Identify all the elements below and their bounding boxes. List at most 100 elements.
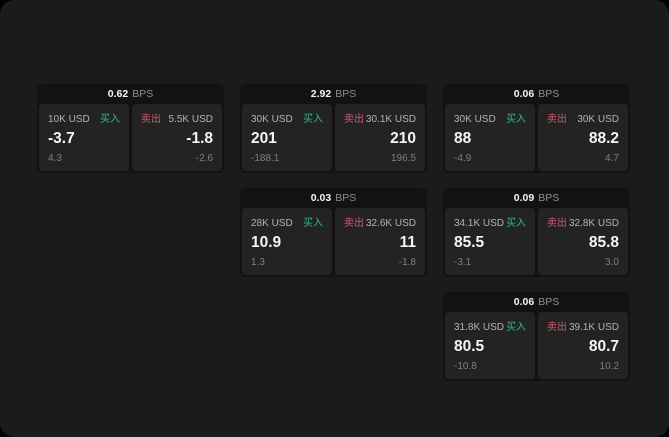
sell-delta: 10.2 bbox=[599, 361, 619, 372]
buy-price: 201 bbox=[251, 130, 277, 148]
buy-amount: 31.8K USD bbox=[454, 322, 505, 333]
sell-panel-top: 卖出 32.8K USD bbox=[547, 214, 619, 229]
quote-panels: 31.8K USD 买入 80.5 -10.8 卖出 39.1K USD 80.… bbox=[445, 312, 628, 379]
quote-panels: 28K USD 买入 10.9 1.3 卖出 32.6K USD 11 -1.8 bbox=[242, 208, 425, 275]
buy-panel[interactable]: 30K USD 买入 88 -4.9 bbox=[445, 104, 535, 171]
buy-panel-top: 28K USD 买入 bbox=[251, 214, 323, 229]
sell-label: 卖出 bbox=[547, 114, 567, 125]
sell-label: 卖出 bbox=[344, 114, 364, 125]
card-header: 0.03 BPS bbox=[242, 188, 425, 208]
sell-label: 卖出 bbox=[547, 218, 567, 229]
quote-card: 0.62 BPS 10K USD 买入 -3.7 4.3 卖出 5.5K USD … bbox=[37, 84, 224, 173]
sell-delta: -1.8 bbox=[398, 257, 416, 268]
sell-amount: 32.8K USD bbox=[568, 218, 619, 229]
buy-amount: 28K USD bbox=[251, 218, 293, 229]
sell-panel[interactable]: 卖出 32.8K USD 85.8 3.0 bbox=[538, 208, 628, 275]
sell-panel-top: 卖出 32.6K USD bbox=[344, 214, 416, 229]
card-header: 0.09 BPS bbox=[445, 188, 628, 208]
buy-delta: -4.9 bbox=[454, 153, 472, 164]
buy-panel-top: 31.8K USD 买入 bbox=[454, 318, 526, 333]
quote-panels: 34.1K USD 买入 85.5 -3.1 卖出 32.8K USD 85.8… bbox=[445, 208, 628, 275]
bps-value: 0.03 bbox=[310, 192, 332, 204]
buy-price: 80.5 bbox=[454, 338, 485, 356]
buy-label: 买入 bbox=[303, 114, 323, 125]
bps-unit: BPS bbox=[538, 192, 560, 204]
sell-amount: 32.6K USD bbox=[365, 218, 416, 229]
sell-panel-top: 卖出 30.1K USD bbox=[344, 110, 416, 125]
bps-value: 0.62 bbox=[107, 88, 129, 100]
bps-unit: BPS bbox=[538, 88, 560, 100]
cards-grid: 0.62 BPS 10K USD 买入 -3.7 4.3 卖出 5.5K USD … bbox=[37, 84, 630, 381]
sell-price: -1.8 bbox=[186, 130, 213, 148]
buy-panel-top: 30K USD 买入 bbox=[251, 110, 323, 125]
sell-panel[interactable]: 卖出 5.5K USD -1.8 -2.6 bbox=[132, 104, 222, 171]
sell-panel[interactable]: 卖出 32.6K USD 11 -1.8 bbox=[335, 208, 425, 275]
sell-delta: 3.0 bbox=[605, 257, 619, 268]
bps-unit: BPS bbox=[538, 296, 560, 308]
buy-panel[interactable]: 10K USD 买入 -3.7 4.3 bbox=[39, 104, 129, 171]
buy-panel[interactable]: 31.8K USD 买入 80.5 -10.8 bbox=[445, 312, 535, 379]
card-header: 2.92 BPS bbox=[242, 84, 425, 104]
buy-delta: -3.1 bbox=[454, 257, 472, 268]
sell-amount: 5.5K USD bbox=[168, 114, 213, 125]
quote-panels: 30K USD 买入 201 -188.1 卖出 30.1K USD 210 1… bbox=[242, 104, 425, 171]
buy-amount: 30K USD bbox=[251, 114, 293, 125]
quote-panels: 10K USD 买入 -3.7 4.3 卖出 5.5K USD -1.8 -2.… bbox=[39, 104, 222, 171]
buy-price: 88 bbox=[454, 130, 472, 148]
sell-price: 80.7 bbox=[588, 338, 619, 356]
quote-card: 0.09 BPS 34.1K USD 买入 85.5 -3.1 卖出 32.8K … bbox=[443, 188, 630, 277]
buy-delta: 4.3 bbox=[48, 153, 62, 164]
sell-price: 85.8 bbox=[588, 234, 619, 252]
sell-label: 卖出 bbox=[141, 114, 161, 125]
buy-delta: -188.1 bbox=[251, 153, 280, 164]
sell-amount: 39.1K USD bbox=[568, 322, 619, 333]
sell-panel[interactable]: 卖出 30K USD 88.2 4.7 bbox=[538, 104, 628, 171]
sell-price: 210 bbox=[390, 130, 416, 148]
sell-amount: 30K USD bbox=[577, 114, 619, 125]
buy-label: 买入 bbox=[100, 114, 120, 125]
buy-delta: -10.8 bbox=[454, 361, 477, 372]
sell-delta: 196.5 bbox=[390, 153, 416, 164]
buy-price: 85.5 bbox=[454, 234, 485, 252]
buy-amount: 34.1K USD bbox=[454, 218, 505, 229]
sell-delta: -2.6 bbox=[195, 153, 213, 164]
sell-panel-top: 卖出 30K USD bbox=[547, 110, 619, 125]
quote-card: 0.06 BPS 30K USD 买入 88 -4.9 卖出 30K USD 88… bbox=[443, 84, 630, 173]
buy-label: 买入 bbox=[506, 114, 526, 125]
bps-value: 0.06 bbox=[513, 296, 535, 308]
buy-panel[interactable]: 30K USD 买入 201 -188.1 bbox=[242, 104, 332, 171]
sell-panel[interactable]: 卖出 39.1K USD 80.7 10.2 bbox=[538, 312, 628, 379]
buy-panel-top: 30K USD 买入 bbox=[454, 110, 526, 125]
bps-value: 0.09 bbox=[513, 192, 535, 204]
sell-label: 卖出 bbox=[547, 322, 567, 333]
bps-value: 0.06 bbox=[513, 88, 535, 100]
bps-unit: BPS bbox=[132, 88, 154, 100]
card-header: 0.06 BPS bbox=[445, 84, 628, 104]
buy-label: 买入 bbox=[303, 218, 323, 229]
card-header: 0.06 BPS bbox=[445, 292, 628, 312]
sell-price: 88.2 bbox=[588, 130, 619, 148]
quote-card: 0.03 BPS 28K USD 买入 10.9 1.3 卖出 32.6K USD… bbox=[240, 188, 427, 277]
quote-card: 2.92 BPS 30K USD 买入 201 -188.1 卖出 30.1K U… bbox=[240, 84, 427, 173]
buy-price: -3.7 bbox=[48, 130, 75, 148]
bps-unit: BPS bbox=[335, 192, 357, 204]
sell-price: 11 bbox=[399, 234, 416, 252]
sell-delta: 4.7 bbox=[605, 153, 619, 164]
sell-panel-top: 卖出 5.5K USD bbox=[141, 110, 213, 125]
buy-panel-top: 34.1K USD 买入 bbox=[454, 214, 526, 229]
quote-panels: 30K USD 买入 88 -4.9 卖出 30K USD 88.2 4.7 bbox=[445, 104, 628, 171]
card-header: 0.62 BPS bbox=[39, 84, 222, 104]
buy-label: 买入 bbox=[506, 322, 526, 333]
sell-panel[interactable]: 卖出 30.1K USD 210 196.5 bbox=[335, 104, 425, 171]
bps-unit: BPS bbox=[335, 88, 357, 100]
buy-panel-top: 10K USD 买入 bbox=[48, 110, 120, 125]
bps-value: 2.92 bbox=[310, 88, 332, 100]
quote-card: 0.06 BPS 31.8K USD 买入 80.5 -10.8 卖出 39.1K… bbox=[443, 292, 630, 381]
buy-delta: 1.3 bbox=[251, 257, 265, 268]
buy-panel[interactable]: 28K USD 买入 10.9 1.3 bbox=[242, 208, 332, 275]
buy-amount: 30K USD bbox=[454, 114, 496, 125]
buy-label: 买入 bbox=[506, 218, 526, 229]
sell-label: 卖出 bbox=[344, 218, 364, 229]
buy-price: 10.9 bbox=[251, 234, 282, 252]
buy-panel[interactable]: 34.1K USD 买入 85.5 -3.1 bbox=[445, 208, 535, 275]
